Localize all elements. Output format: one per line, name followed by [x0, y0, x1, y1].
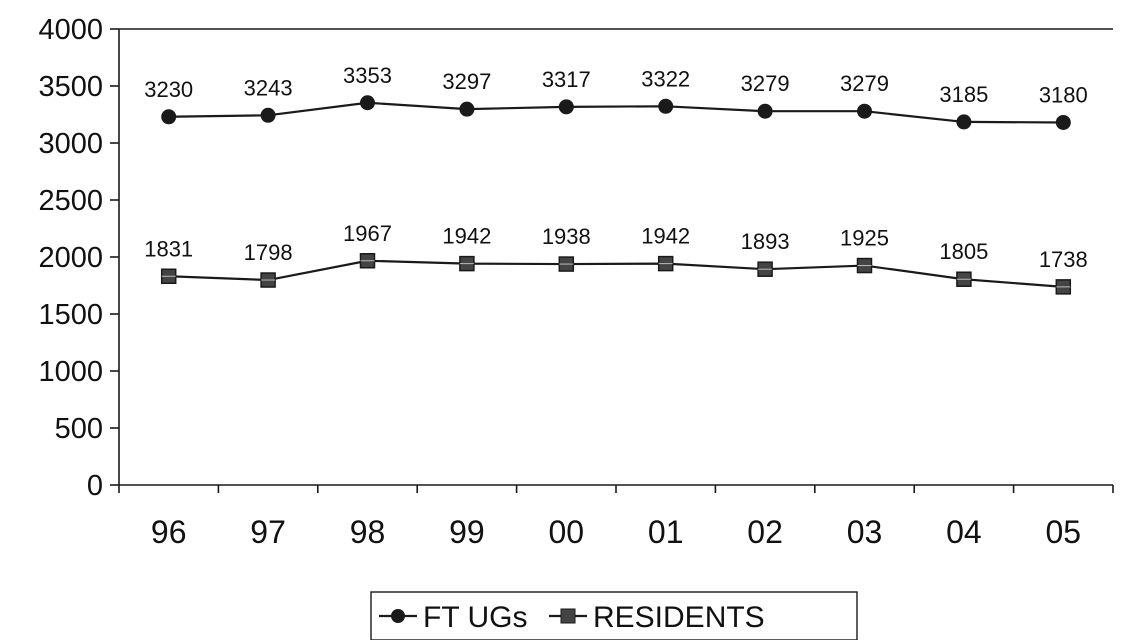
data-label: 1831 [144, 236, 193, 261]
data-point-circle [658, 98, 674, 114]
y-tick-label: 500 [55, 413, 103, 445]
legend-item-ft-ugs: FT UGs [379, 601, 527, 634]
legend-label: FT UGs [423, 601, 527, 634]
data-point-circle [161, 109, 177, 125]
x-tick-label: 02 [747, 514, 783, 550]
data-label: 3180 [1039, 82, 1088, 107]
data-point-circle [459, 101, 475, 117]
y-tick-label: 1500 [38, 299, 103, 331]
x-tick-label: 98 [350, 514, 386, 550]
series-ft-ugs: 3230 3243 3353 3297 3317 3322 3279 3279 3185 3180 [144, 63, 1088, 130]
data-label: 1805 [939, 239, 988, 264]
data-label: 3322 [641, 66, 690, 91]
data-label: 3243 [244, 75, 293, 100]
series-residents: 1831 1798 1967 1942 1938 1942 1893 1925 1805 1738 [144, 221, 1088, 295]
x-tick-label: 03 [847, 514, 883, 550]
data-point-circle [1055, 114, 1071, 130]
data-point-circle [956, 114, 972, 130]
data-label: 3353 [343, 63, 392, 88]
x-tick-label: 97 [250, 514, 286, 550]
data-label: 3185 [939, 82, 988, 107]
legend: FT UGs RESIDENTS [370, 591, 858, 640]
data-label: 1938 [542, 224, 591, 249]
series-line [168, 259, 1064, 288]
data-label: 1893 [741, 229, 790, 254]
data-point-circle [757, 103, 773, 119]
x-tick-label: 01 [648, 514, 684, 550]
data-point-circle [857, 103, 872, 119]
data-label: 1798 [244, 240, 293, 265]
y-tick-label: 2500 [38, 185, 103, 217]
data-label: 3279 [741, 71, 790, 96]
data-label: 1925 [840, 226, 889, 251]
data-label: 1738 [1039, 247, 1088, 272]
data-label: 3297 [442, 69, 491, 94]
x-tick-label: 00 [549, 514, 585, 550]
x-tick-label: 99 [449, 514, 485, 550]
x-tick-label: 96 [151, 514, 187, 550]
y-tick-label: 3500 [38, 71, 103, 103]
y-tick-label: 4000 [38, 14, 103, 46]
data-point-circle [558, 99, 574, 115]
y-tick-label: 1000 [38, 356, 103, 388]
x-axis-ticks: 96 97 98 99 00 01 02 03 04 05 [118, 485, 1114, 550]
y-tick-label: 3000 [38, 128, 103, 160]
data-label: 1967 [343, 221, 392, 246]
data-label: 3230 [144, 77, 193, 102]
y-axis-ticks: 0 500 1000 1500 2000 2500 3000 3500 4000 [38, 14, 119, 502]
data-label: 3279 [840, 71, 889, 96]
series-line [168, 101, 1064, 124]
x-tick-label: 04 [946, 514, 982, 550]
data-point-circle [260, 107, 276, 123]
x-tick-label: 05 [1046, 514, 1082, 550]
data-label: 1942 [641, 224, 690, 249]
legend-marker-square [560, 608, 576, 624]
legend-box [370, 591, 858, 640]
legend-item-residents: RESIDENTS [549, 601, 765, 634]
data-point-circle [360, 95, 375, 111]
data-label: 1942 [442, 224, 491, 249]
data-label: 3317 [542, 67, 591, 92]
legend-label: RESIDENTS [593, 601, 765, 634]
y-tick-label: 2000 [38, 242, 103, 274]
series-layer: 3230 3243 3353 3297 3317 3322 3279 3279 3185 3180… [144, 63, 1088, 295]
legend-marker-circle [391, 609, 405, 623]
y-tick-label: 0 [87, 470, 103, 502]
